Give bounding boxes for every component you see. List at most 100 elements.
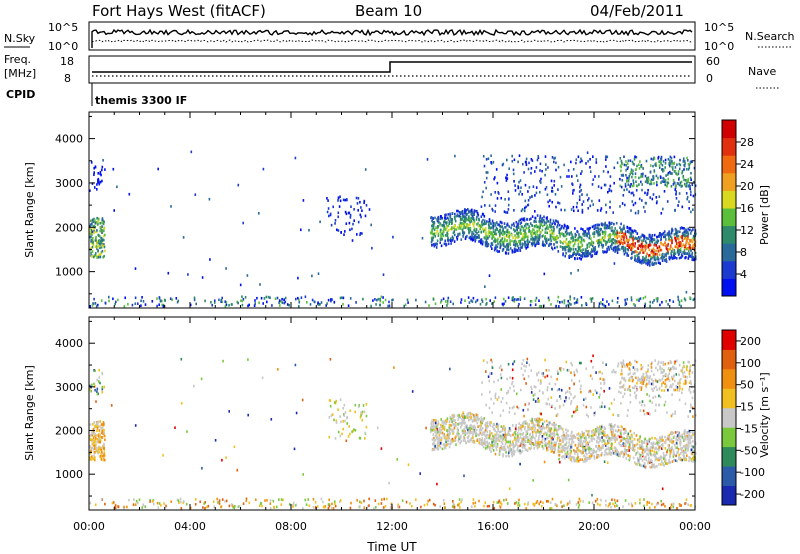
echo-cell (92, 220, 94, 223)
echo-cell (664, 162, 667, 165)
echo-cell (662, 160, 665, 163)
echo-cell (536, 236, 538, 239)
echo-cell (616, 301, 619, 304)
echo-cell (544, 441, 547, 445)
echo-cell (441, 232, 444, 236)
echo-cell (514, 436, 516, 439)
echo-cell (113, 209, 115, 212)
echo-cell (339, 195, 341, 198)
echo-cell (337, 196, 340, 199)
echo-cell (671, 165, 673, 169)
echo-cell (518, 235, 520, 238)
echo-cell (446, 304, 448, 307)
echo-cell (222, 359, 224, 363)
echo-cell (685, 238, 688, 241)
echo-cell (247, 413, 249, 417)
echo-cell (292, 505, 294, 508)
echo-cell (536, 230, 538, 234)
echo-cell (476, 417, 479, 420)
freq-tick-hi: 18 (60, 55, 74, 68)
echo-cell (653, 258, 656, 261)
echo-cell (492, 230, 495, 233)
echo-cell (572, 192, 574, 195)
echo-cell (471, 232, 473, 236)
echo-cell (655, 201, 658, 205)
echo-cell (302, 473, 304, 476)
echo-cell (480, 441, 483, 444)
echo-cell (532, 232, 534, 235)
echo-cell (523, 242, 525, 246)
echo-cell (691, 240, 694, 244)
echo-cell (467, 413, 469, 417)
echo-cell (549, 432, 552, 436)
echo-cell (342, 303, 344, 306)
echo-cell (595, 239, 598, 243)
echo-cell (619, 242, 621, 246)
echo-cell (538, 218, 541, 221)
echo-cell (446, 216, 449, 220)
echo-cell (632, 184, 635, 187)
echo-cell (577, 501, 580, 504)
echo-cell (481, 300, 484, 303)
echo-cell (368, 208, 371, 211)
echo-cell (494, 240, 497, 244)
echo-cell (679, 441, 682, 445)
echo-cell (687, 232, 690, 236)
echo-cell (647, 453, 649, 457)
echo-cell (552, 219, 555, 222)
echo-cell (472, 432, 474, 436)
echo-cell (579, 160, 582, 164)
echo-cell (355, 196, 358, 200)
echo-cell (662, 439, 664, 442)
echo-cell (581, 254, 583, 257)
echo-cell (649, 448, 652, 451)
echo-cell (547, 220, 550, 223)
echo-cell (595, 251, 598, 254)
echo-cell (631, 184, 634, 188)
echo-cell (691, 160, 693, 163)
echo-cell (344, 210, 347, 214)
echo-cell (550, 228, 553, 232)
echo-cell (507, 296, 510, 299)
echo-cell (494, 210, 496, 213)
echo-cell (481, 195, 483, 199)
echo-cell (490, 444, 493, 447)
echo-cell (518, 240, 520, 244)
echo-cell (661, 300, 663, 304)
echo-cell (483, 430, 485, 434)
echo-cell (488, 436, 491, 440)
echo-cell (581, 255, 584, 259)
echo-cell (344, 230, 346, 233)
echo-cell (465, 219, 468, 222)
echo-cell (606, 250, 608, 253)
echo-cell (692, 246, 694, 250)
echo-cell (680, 242, 682, 245)
echo-cell (439, 222, 442, 225)
echo-cell (677, 250, 679, 253)
echo-cell (204, 506, 206, 510)
echo-cell (562, 252, 564, 255)
echo-cell (144, 505, 147, 508)
echo-cell (687, 227, 689, 231)
echo-cell (559, 245, 562, 248)
echo-cell (626, 162, 629, 165)
echo-cell (595, 430, 598, 433)
echo-cell (470, 220, 473, 223)
echo-cell (344, 411, 347, 414)
echo-cell (492, 224, 495, 228)
echo-cell (534, 437, 536, 440)
echo-cell (649, 258, 652, 261)
echo-cell (580, 172, 582, 175)
echo-cell (561, 455, 563, 459)
echo-cell (553, 422, 555, 426)
echo-cell (512, 443, 514, 446)
echo-cell (578, 434, 581, 438)
echo-cell (600, 241, 603, 244)
echo-cell (535, 444, 537, 448)
echo-cell (685, 192, 688, 195)
echo-cell (459, 221, 462, 225)
echo-cell (649, 304, 651, 308)
echo-cell (430, 429, 432, 432)
echo-cell (96, 387, 99, 391)
echo-cell (336, 228, 338, 232)
